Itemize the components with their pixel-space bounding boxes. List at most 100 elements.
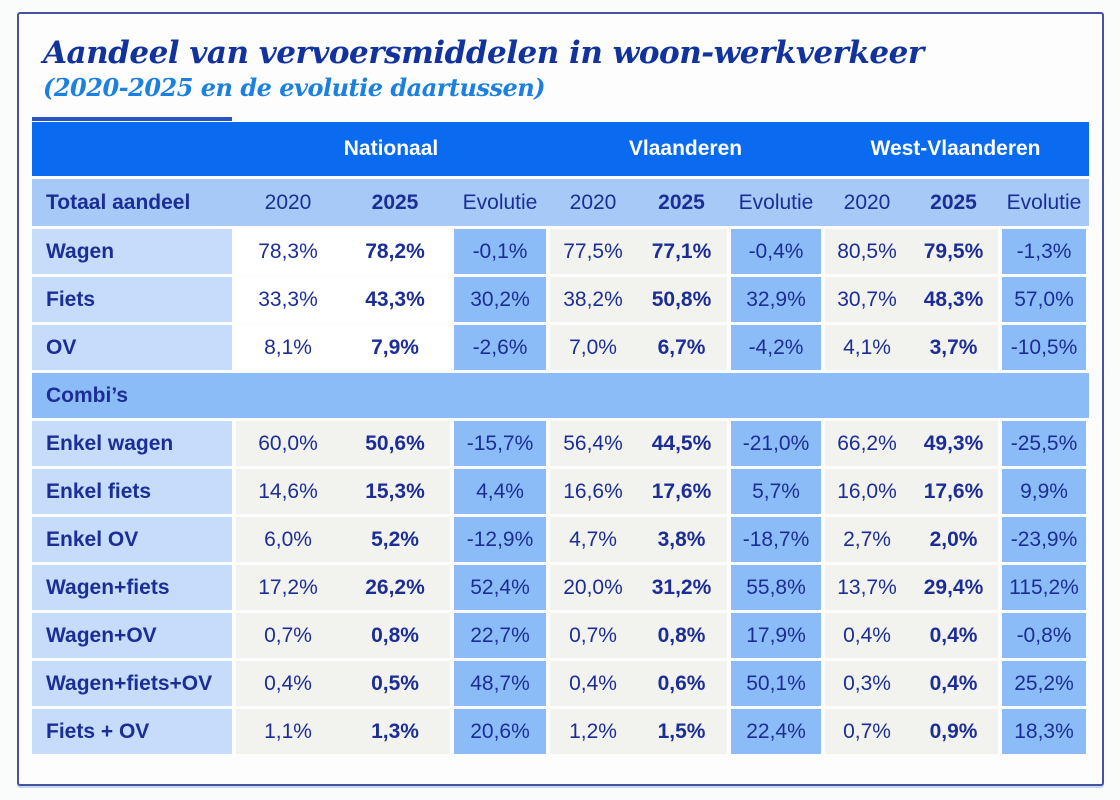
region-header-row: Nationaal Vlaanderen West-Vlaanderen: [32, 122, 1089, 177]
cell-nationaal-evolutie: 22,7%: [454, 613, 546, 659]
cell-west-vlaanderen-2025: 29,4%: [909, 565, 998, 611]
cell-vlaanderen-evolutie: -0,4%: [731, 229, 821, 275]
cell-vlaanderen-2020: 0,7%: [550, 613, 636, 659]
row-label: Wagen+fiets+OV: [32, 661, 232, 707]
cell-west-vlaanderen-2020: 80,5%: [825, 229, 909, 275]
col-header-vlaanderen-2020: 2020: [569, 190, 617, 214]
cell-west-vlaanderen-2025: 49,3%: [909, 421, 998, 467]
row-label: Fiets: [32, 277, 232, 323]
cell-west-vlaanderen-2025: 0,9%: [909, 709, 998, 755]
col-header-west-vlaanderen-2020: 2020: [843, 190, 891, 214]
cell-west-vlaanderen-2025: 17,6%: [909, 469, 998, 515]
cell-west-vlaanderen-2025: 48,3%: [909, 277, 998, 323]
table-row: Wagen 78,3% 78,2% -0,1% 77,5% 77,1% -0,4% 80,5%…: [32, 229, 1089, 275]
cell-west-vlaanderen-evolutie: 25,2%: [1002, 661, 1086, 707]
row-label: Fiets + OV: [32, 709, 232, 755]
cell-west-vlaanderen-2020: 0,3%: [825, 661, 909, 707]
region-header-nationaal: Nationaal: [343, 137, 439, 161]
cell-vlaanderen-2020: 4,7%: [550, 517, 636, 563]
cell-west-vlaanderen-evolutie: -1,3%: [1002, 229, 1086, 275]
cell-nationaal-evolutie: -0,1%: [454, 229, 546, 275]
cell-west-vlaanderen-evolutie: 115,2%: [1002, 565, 1086, 611]
accent-strip: [32, 117, 232, 122]
table-row: Wagen+fiets 17,2% 26,2% 52,4% 20,0% 31,2% 55,8…: [32, 565, 1089, 611]
cell-nationaal-2025: 5,2%: [340, 517, 450, 563]
cell-vlaanderen-evolutie: -18,7%: [731, 517, 821, 563]
table-row: OV 8,1% 7,9% -2,6% 7,0% 6,7% -4,2% 4,1% 3,7% -10,…: [32, 325, 1089, 371]
cell-nationaal-2020: 78,3%: [236, 229, 340, 275]
table-row: Enkel fiets 14,6% 15,3% 4,4% 16,6% 17,6% 5,7% 1…: [32, 469, 1089, 515]
cell-nationaal-2020: 60,0%: [236, 421, 340, 467]
cell-nationaal-2020: 33,3%: [236, 277, 340, 323]
cell-west-vlaanderen-2020: 4,1%: [825, 325, 909, 371]
cell-nationaal-2025: 0,8%: [340, 613, 450, 659]
cell-vlaanderen-2025: 0,8%: [636, 613, 727, 659]
cell-west-vlaanderen-evolutie: -23,9%: [1002, 517, 1086, 563]
table-row: Enkel wagen 60,0% 50,6% -15,7% 56,4% 44,5% -21…: [32, 421, 1089, 467]
table-row: Wagen+fiets+OV 0,4% 0,5% 48,7% 0,4% 0,6% 50,1%…: [32, 661, 1089, 707]
cell-vlaanderen-evolutie: 17,9%: [731, 613, 821, 659]
cell-nationaal-evolutie: 20,6%: [454, 709, 546, 755]
col-header-west-vlaanderen-evolutie: Evolutie: [1006, 190, 1082, 214]
cell-vlaanderen-evolutie: 5,7%: [731, 469, 821, 515]
cell-vlaanderen-2020: 38,2%: [550, 277, 636, 323]
cell-vlaanderen-2020: 16,6%: [550, 469, 636, 515]
cell-vlaanderen-2025: 31,2%: [636, 565, 727, 611]
row-label: Wagen+OV: [32, 613, 232, 659]
cell-west-vlaanderen-2025: 79,5%: [909, 229, 998, 275]
col-header-nationaal-2020: 2020: [264, 190, 312, 214]
cell-west-vlaanderen-2025: 0,4%: [909, 613, 998, 659]
cell-west-vlaanderen-2020: 13,7%: [825, 565, 909, 611]
cell-vlaanderen-evolutie: -4,2%: [731, 325, 821, 371]
cell-nationaal-evolutie: 52,4%: [454, 565, 546, 611]
cell-vlaanderen-evolutie: 22,4%: [731, 709, 821, 755]
col-header-nationaal-2025: 2025: [371, 190, 419, 214]
row-label: Enkel wagen: [32, 421, 232, 467]
cell-nationaal-evolutie: -12,9%: [454, 517, 546, 563]
cell-nationaal-2025: 15,3%: [340, 469, 450, 515]
col-header-vlaanderen-evolutie: Evolutie: [738, 190, 814, 214]
region-header-vlaanderen: Vlaanderen: [628, 137, 743, 161]
cell-west-vlaanderen-evolutie: -25,5%: [1002, 421, 1086, 467]
cell-west-vlaanderen-2020: 0,4%: [825, 613, 909, 659]
cell-west-vlaanderen-2020: 66,2%: [825, 421, 909, 467]
transport-share-table: Nationaal Vlaanderen West-Vlaanderen Tot…: [32, 117, 1089, 755]
row-label: OV: [32, 325, 232, 371]
cell-vlaanderen-2020: 20,0%: [550, 565, 636, 611]
cell-nationaal-2025: 1,3%: [340, 709, 450, 755]
row-label: Wagen: [32, 229, 232, 275]
cell-nationaal-2025: 26,2%: [340, 565, 450, 611]
row-label: Enkel fiets: [32, 469, 232, 515]
cell-nationaal-evolutie: 48,7%: [454, 661, 546, 707]
section-label: Combi’s: [46, 383, 129, 407]
cell-nationaal-2020: 8,1%: [236, 325, 340, 371]
cell-vlaanderen-2020: 56,4%: [550, 421, 636, 467]
cell-vlaanderen-2025: 6,7%: [636, 325, 727, 371]
cell-vlaanderen-2020: 77,5%: [550, 229, 636, 275]
cell-nationaal-2025: 0,5%: [340, 661, 450, 707]
cell-west-vlaanderen-2020: 2,7%: [825, 517, 909, 563]
cell-west-vlaanderen-evolutie: 9,9%: [1002, 469, 1086, 515]
page-title: Aandeel van vervoersmiddelen in woon-wer…: [43, 35, 924, 71]
row-label: Wagen+fiets: [32, 565, 232, 611]
cell-vlaanderen-2025: 17,6%: [636, 469, 727, 515]
cell-nationaal-2025: 43,3%: [340, 277, 450, 323]
col-header-west-vlaanderen-2025: 2025: [930, 190, 977, 214]
cell-nationaal-2025: 7,9%: [340, 325, 450, 371]
cell-vlaanderen-evolutie: 32,9%: [731, 277, 821, 323]
column-header-row: Totaal aandeel 2020 2025 Evolutie 2020 2…: [32, 179, 1089, 227]
cell-vlaanderen-2020: 7,0%: [550, 325, 636, 371]
cell-nationaal-2020: 0,4%: [236, 661, 340, 707]
cell-west-vlaanderen-evolutie: 57,0%: [1002, 277, 1086, 323]
cell-nationaal-2020: 1,1%: [236, 709, 340, 755]
first-column-header: Totaal aandeel: [46, 190, 191, 214]
table-row: Fiets 33,3% 43,3% 30,2% 38,2% 50,8% 32,9% 30,7%…: [32, 277, 1089, 323]
cell-west-vlaanderen-2025: 0,4%: [909, 661, 998, 707]
cell-west-vlaanderen-evolutie: 18,3%: [1002, 709, 1086, 755]
col-header-vlaanderen-2025: 2025: [658, 190, 705, 214]
cell-nationaal-evolutie: -15,7%: [454, 421, 546, 467]
cell-nationaal-2020: 14,6%: [236, 469, 340, 515]
cell-vlaanderen-evolutie: 55,8%: [731, 565, 821, 611]
cell-nationaal-2025: 78,2%: [340, 229, 450, 275]
cell-vlaanderen-2025: 0,6%: [636, 661, 727, 707]
